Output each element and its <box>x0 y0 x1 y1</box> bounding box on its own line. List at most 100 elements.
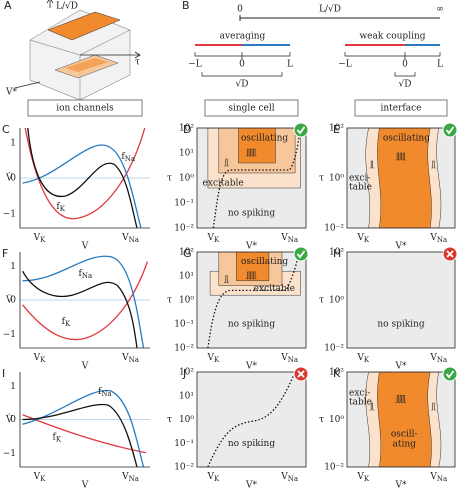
layer <box>65 58 108 72</box>
y-tick-label: 10⁻² <box>324 344 344 354</box>
panel <box>347 128 455 228</box>
status-icon <box>296 126 306 135</box>
region-label: excitable <box>202 179 243 189</box>
x-tick-label: VNa <box>280 472 298 484</box>
curve-label-base: f <box>62 317 66 327</box>
status-icon <box>445 126 455 135</box>
x-tick-label: VK <box>206 472 220 484</box>
y-tick-label: −1 <box>3 330 16 340</box>
x-tick-label: VK <box>33 472 47 484</box>
region <box>377 372 432 467</box>
width-label: √D <box>236 79 249 90</box>
x-tick-label-sub: Na <box>129 356 139 364</box>
panel <box>20 255 150 348</box>
x-tick-label-base: V <box>33 233 41 243</box>
frame <box>346 251 456 349</box>
x-tick-label: VNa <box>429 353 447 365</box>
header-box <box>27 99 143 117</box>
status-badge <box>442 366 458 382</box>
spike-icon <box>431 402 436 411</box>
region-label: no spiking <box>228 439 275 449</box>
curve-na <box>22 389 145 467</box>
y-tick-label: 10⁻² <box>174 224 194 234</box>
length-label: L/√D <box>56 1 78 12</box>
status-icon <box>296 250 306 259</box>
x-tick-label-base: V <box>356 233 364 243</box>
x-tick-label-base: V <box>280 233 288 243</box>
curve-label: fK <box>62 317 71 329</box>
spike-icon <box>246 148 257 157</box>
arrow-head <box>46 0 141 59</box>
x-tick-label-sub: Na <box>288 475 298 483</box>
panel-letter: B <box>182 0 190 12</box>
panel <box>197 252 306 348</box>
x-tick-label-base: V <box>429 472 437 482</box>
frame <box>346 371 456 468</box>
y-tick-label: 10² <box>179 248 194 258</box>
column-header: interface <box>381 104 422 114</box>
frame <box>196 127 307 229</box>
x-tick-label-base: V <box>33 353 41 363</box>
curve-label-base: f <box>98 387 102 397</box>
y-axis-label: V̇ <box>5 413 13 425</box>
x-tick-label-base: V <box>206 353 214 363</box>
curve-label-base: f <box>121 152 125 162</box>
bracket <box>344 52 441 60</box>
x-tick-label-base: V <box>121 233 129 243</box>
bracket <box>394 72 416 77</box>
y-tick-label: 10⁻² <box>174 344 194 354</box>
panel-letter: C <box>2 123 10 136</box>
curve-label-base: f <box>79 269 83 279</box>
curve-label-base: f <box>56 202 60 212</box>
column-header: single cell <box>228 104 274 114</box>
x-axis-label: V <box>81 242 89 252</box>
y-tick-label: 0 <box>10 174 16 184</box>
x-tick-label-base: V <box>356 472 364 482</box>
x-tick-label-sub: K <box>364 236 370 244</box>
x-tick-label: VK <box>33 233 47 245</box>
curve-label-sub: K <box>65 320 71 328</box>
y-tick-label: 10⁰ <box>179 415 194 425</box>
panel-letter: E <box>333 123 340 136</box>
y-axis-label: τ <box>319 296 324 306</box>
curve-sum <box>22 403 138 467</box>
layer <box>47 11 121 41</box>
frame <box>19 252 150 349</box>
panel-letter: H <box>333 247 341 260</box>
y-axis-label: V̇ <box>5 172 13 184</box>
panel <box>347 372 455 467</box>
regime-tick: −L <box>338 60 352 70</box>
x-tick-label: VK <box>356 353 370 365</box>
region-label: table <box>349 183 372 193</box>
y-tick-label: 0 <box>10 296 16 306</box>
region-label: oscillating <box>241 257 288 267</box>
bracket <box>194 52 291 60</box>
x-tick-label-sub: Na <box>437 475 447 483</box>
x-tick-label: VK <box>356 472 370 484</box>
curve-label: fNa <box>79 269 93 281</box>
curve-sum <box>27 128 138 228</box>
y-tick-label: 10⁻² <box>324 463 344 473</box>
x-tick-label-base: V <box>280 353 288 363</box>
curve-label-sub: Na <box>82 272 92 280</box>
regime-tick: −L <box>188 60 202 70</box>
y-tick-label: 10⁻¹ <box>174 199 194 209</box>
y-axis-label: V̇ <box>5 294 13 306</box>
frame <box>196 251 307 349</box>
threshold-curve <box>212 128 302 228</box>
spike-icon <box>431 160 436 169</box>
x-tick-label-sub: K <box>214 356 220 364</box>
spike-icon <box>395 395 407 403</box>
scale-label: L/√D <box>319 4 341 15</box>
panel-letter: G <box>183 247 192 260</box>
x-tick-label-base: V <box>206 472 214 482</box>
y-axis-label: τ <box>319 415 324 425</box>
y-tick-label: 10² <box>179 124 194 134</box>
background <box>347 252 455 348</box>
y-tick-label: 10⁰ <box>329 415 344 425</box>
x-tick-label-sub: Na <box>288 356 298 364</box>
spike-icon <box>369 160 375 169</box>
y-tick-label: 1 <box>10 139 16 149</box>
region-label: no spiking <box>228 209 275 219</box>
x-tick-label: VNa <box>280 353 298 365</box>
